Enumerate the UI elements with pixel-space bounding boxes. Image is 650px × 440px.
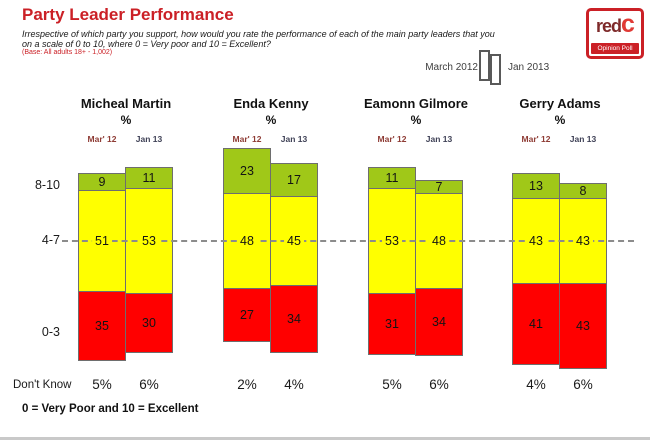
legend-march-swatch [479,50,490,81]
dont-know-value: 4% [284,377,304,392]
bar-segment-0-3 [125,293,173,353]
series-label-jan13: Jan 13 [280,134,308,144]
bar-segment-0-3 [223,288,271,342]
bar-segment-0-3 [368,293,416,355]
segment-value: 17 [287,173,301,187]
segment-value: 35 [95,319,109,333]
legend-jan-swatch [490,54,501,85]
bar-segment-0-3 [512,283,560,365]
redc-logo-word: redc [589,12,641,40]
dont-know-value: 6% [139,377,159,392]
logo-text-c: c [621,10,635,38]
logo-tagline: Opinion Poll [591,43,639,54]
logo-text-red: red [596,16,622,36]
dont-know-value: 5% [92,377,112,392]
bar-segment-0-3 [559,283,607,369]
segment-value: 43 [576,319,590,333]
page-title: Party Leader Performance [22,5,234,24]
scale-footnote: 0 = Very Poor and 10 = Excellent [22,403,199,415]
segment-value: 41 [529,317,543,331]
segment-value: 43 [573,234,593,248]
series-label-jan13: Jan 13 [569,134,597,144]
subtitle-line-2: on a scale of 0 to 10, where 0 = Very po… [22,39,271,49]
dont-know-value: 4% [526,377,546,392]
dont-know-value: 2% [237,377,257,392]
subtitle-line-1: Irrespective of which party you support,… [22,29,495,39]
percent-header: % [265,113,277,127]
segment-value: 34 [432,315,446,329]
base-note: (Base: All adults 18+ - 1,002) [22,49,113,56]
series-label-mar12: Mar' 12 [521,134,551,144]
dont-know-value: 6% [573,377,593,392]
segment-value: 48 [429,234,449,248]
segment-value: 30 [142,316,156,330]
segment-value: 11 [142,171,156,185]
series-label-jan13: Jan 13 [135,134,163,144]
axis-label-8-10: 8-10 [34,178,60,192]
dont-know-value: 5% [382,377,402,392]
segment-value: 8 [579,184,587,198]
segment-value: 31 [385,317,399,331]
segment-value: 51 [92,234,112,248]
segment-value: 45 [284,234,304,248]
segment-value: 11 [385,171,399,185]
segment-value: 27 [240,308,254,322]
leader-name: Enda Kenny [233,96,309,111]
redc-logo: redc Opinion Poll [586,8,644,59]
series-label-jan13: Jan 13 [425,134,453,144]
segment-value: 43 [526,234,546,248]
segment-value: 48 [237,234,257,248]
bar-segment-0-3 [415,288,463,356]
segment-value: 13 [529,179,543,193]
dont-know-value: 6% [429,377,449,392]
legend-label-march-2012: March 2012 [425,62,478,73]
legend-label-jan-2013: Jan 2013 [508,62,550,73]
percent-header: % [410,113,422,127]
dont-know-row-label: Don't Know [13,379,72,391]
bar-segment-0-3 [270,285,318,353]
segment-value: 23 [240,164,254,178]
series-label-mar12: Mar' 12 [232,134,262,144]
segment-value: 34 [287,312,301,326]
axis-label-4-7: 4-7 [41,233,60,247]
series-label-mar12: Mar' 12 [87,134,117,144]
percent-header: % [120,113,132,127]
segment-value: 9 [98,175,106,189]
segment-value: 53 [382,234,402,248]
axis-label-0-3: 0-3 [41,325,60,339]
leader-name: Micheal Martin [80,96,172,111]
percent-header: % [554,113,566,127]
segment-value: 53 [139,234,159,248]
midband-guide-line [62,240,634,242]
segment-value: 7 [435,180,443,194]
leader-name: Gerry Adams [519,96,601,111]
series-label-mar12: Mar' 12 [377,134,407,144]
leader-name: Eamonn Gilmore [363,96,469,111]
